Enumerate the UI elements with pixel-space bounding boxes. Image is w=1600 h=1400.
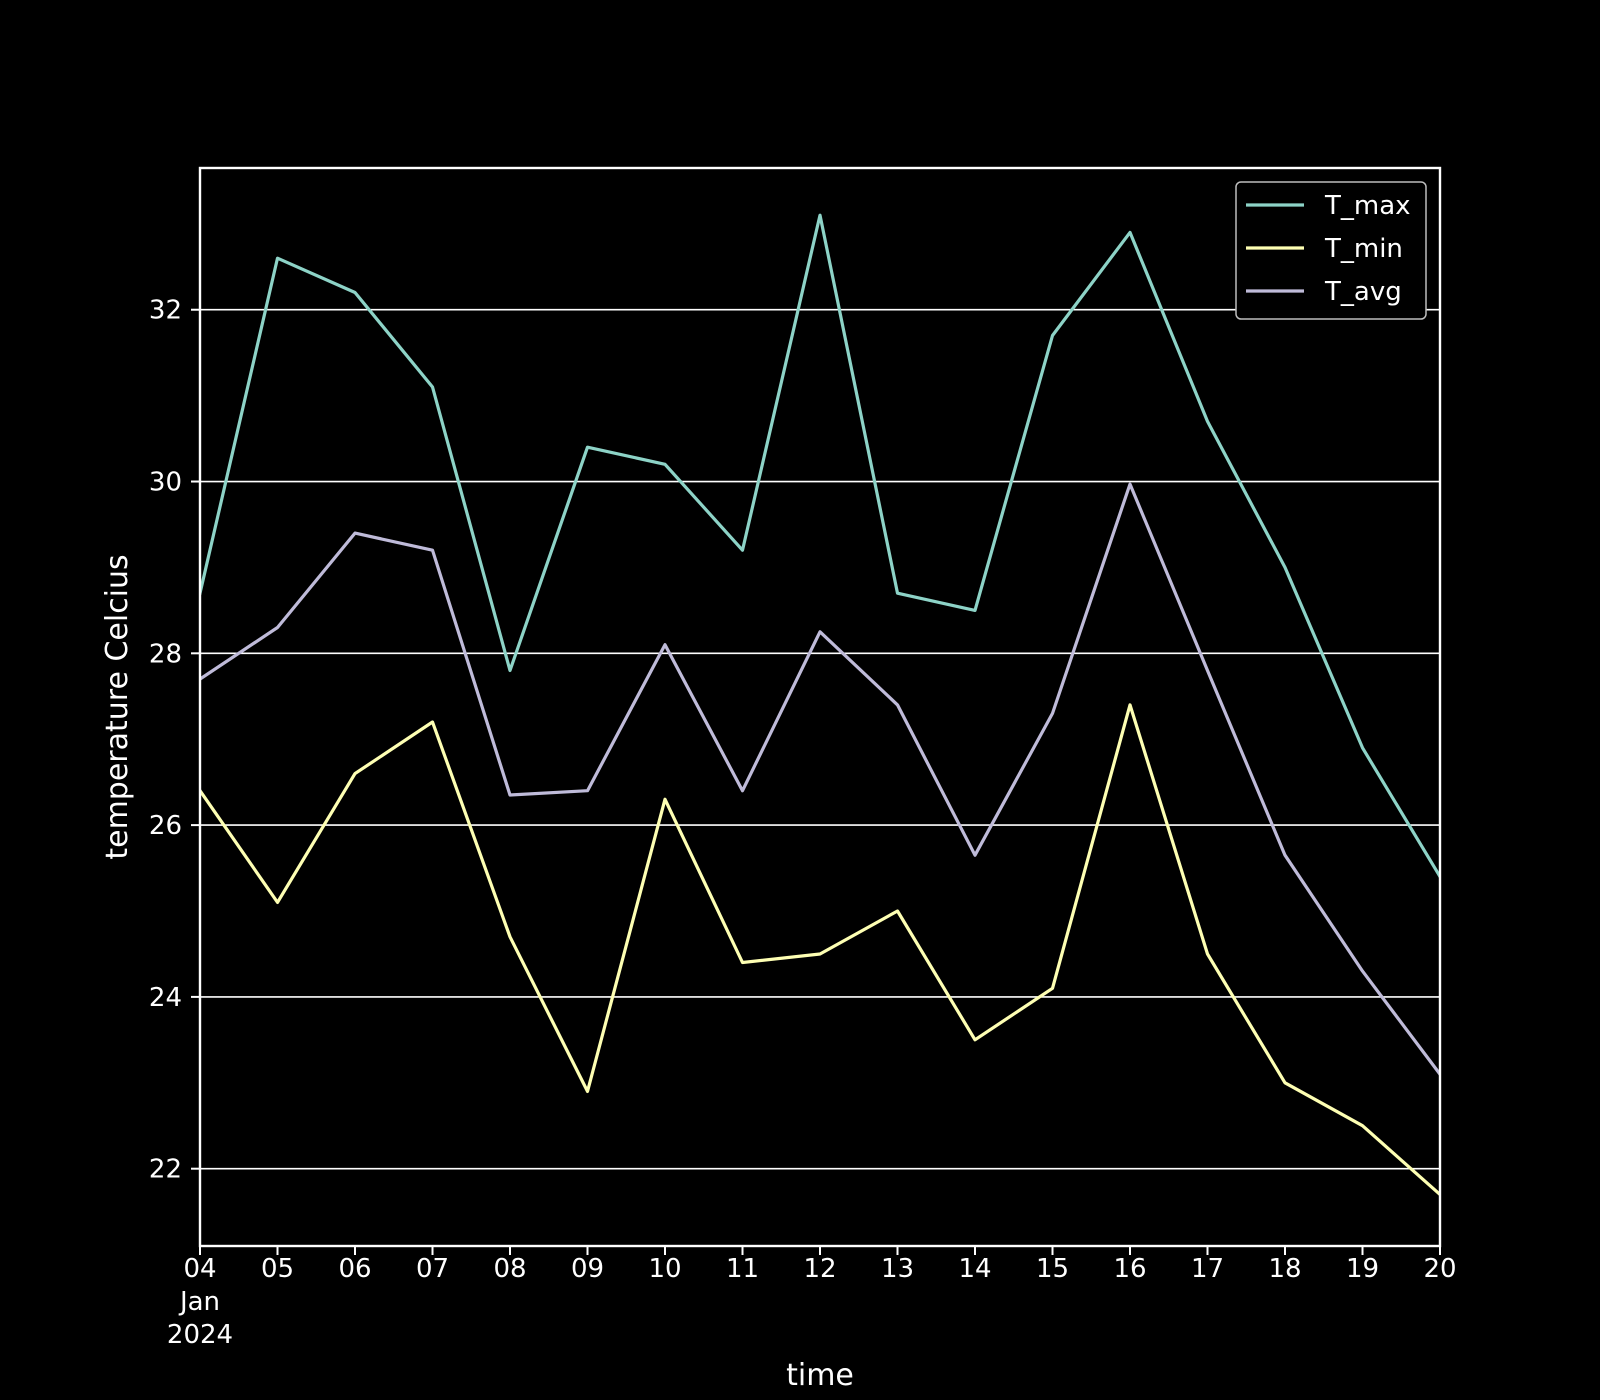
series-line-t-max xyxy=(200,213,1440,879)
x-year-label: 2024 xyxy=(167,1320,233,1350)
x-tick-label: 15 xyxy=(1036,1254,1069,1284)
legend-label-t-min: T_min xyxy=(1324,234,1403,264)
y-tick-label: 28 xyxy=(149,639,182,669)
series-line-t-avg xyxy=(200,482,1440,1077)
series-line-t-min xyxy=(200,703,1440,1197)
legend-box xyxy=(1235,181,1427,320)
x-tick-label: 10 xyxy=(648,1254,681,1284)
y-tick-label: 32 xyxy=(149,296,182,326)
legend: T_max T_min T_avg xyxy=(1235,181,1427,320)
x-tick-label: 19 xyxy=(1346,1254,1379,1284)
x-month-label: Jan xyxy=(178,1287,220,1317)
x-tick-label: 06 xyxy=(338,1254,371,1284)
x-tick-label: 12 xyxy=(803,1254,836,1284)
x-tick-label: 13 xyxy=(881,1254,914,1284)
x-tick-label: 16 xyxy=(1113,1254,1146,1284)
y-tick-label: 26 xyxy=(149,811,182,841)
x-tick-label: 18 xyxy=(1268,1254,1301,1284)
legend-label-t-max: T_max xyxy=(1324,191,1411,221)
x-tick-label: 05 xyxy=(261,1254,294,1284)
x-tick-label: 17 xyxy=(1191,1254,1224,1284)
legend-label-t-avg: T_avg xyxy=(1324,277,1402,307)
series-layer xyxy=(200,213,1440,1197)
y-axis-title: temperature Celcius xyxy=(100,554,135,859)
x-axis-ticks: Jan 2024 04 05 06 07 08 09 10 11 12 13 14 15 16 17 18 1… xyxy=(167,1246,1457,1350)
y-tick-label: 30 xyxy=(149,468,182,498)
x-tick-label: 07 xyxy=(416,1254,449,1284)
x-tick-label: 11 xyxy=(726,1254,759,1284)
x-tick-label: 04 xyxy=(183,1254,216,1284)
x-axis-title: time xyxy=(786,1358,854,1393)
x-tick-label: 08 xyxy=(493,1254,526,1284)
x-tick-label: 14 xyxy=(958,1254,991,1284)
y-tick-label: 24 xyxy=(149,983,182,1013)
x-tick-label: 09 xyxy=(571,1254,604,1284)
grid-layer xyxy=(200,308,1440,1170)
y-axis-ticks: 22 24 26 28 30 32 xyxy=(149,296,200,1185)
y-tick-label: 22 xyxy=(149,1155,182,1185)
x-tick-label: 20 xyxy=(1423,1254,1456,1284)
